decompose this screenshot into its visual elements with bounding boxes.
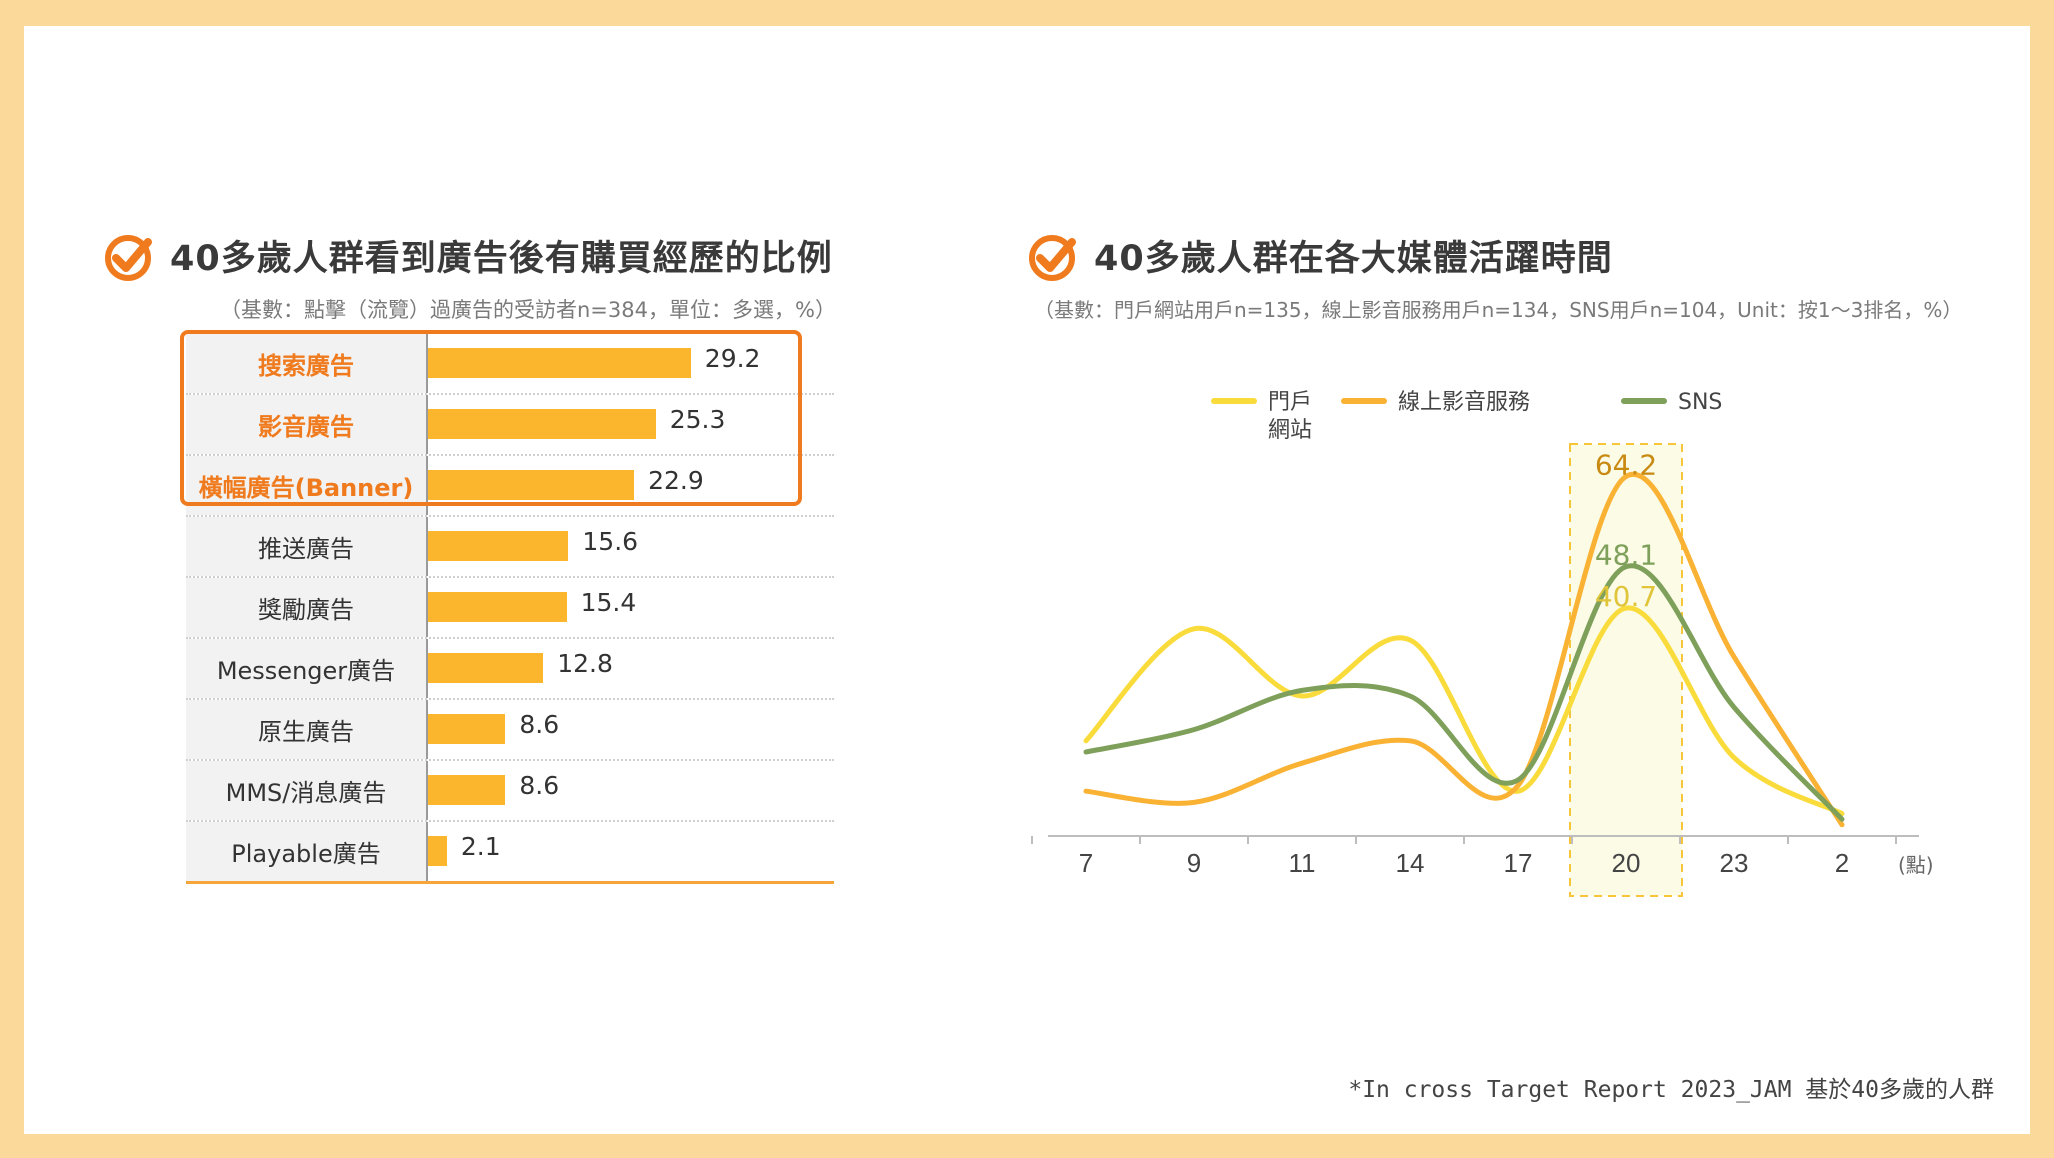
bar-row: 橫幅廣告(Banner) 22.9 [186, 456, 834, 517]
footnote: *In cross Target Report 2023_JAM 基於40多歲的… [1348, 1077, 1994, 1103]
bar-chart-title: 40多歲人群看到廣告後有購買經歷的比例 [170, 239, 833, 279]
x-tick-label: 2 [1835, 848, 1849, 878]
legend-label: 網站 [1268, 418, 1312, 443]
bar-row: Messenger廣告 12.8 [186, 639, 834, 700]
bar-value-label: 8.6 [519, 771, 560, 800]
data-label: 64.2 [1595, 448, 1657, 481]
data-label: 40.7 [1595, 580, 1657, 613]
bar-value-label: 12.8 [557, 649, 613, 678]
legend-label: SNS [1678, 390, 1722, 415]
bar-category-label: 推送廣告 [186, 517, 428, 576]
series-line-1 [1083, 605, 1845, 817]
bar-value-label: 8.6 [519, 710, 560, 739]
x-tick-label: 9 [1187, 848, 1201, 878]
legend-label: 線上影音服務 [1398, 390, 1530, 415]
bar-row: 原生廣告 8.6 [186, 700, 834, 761]
line-chart-title: 40多歲人群在各大媒體活躍時間 [1094, 239, 1613, 279]
bar-value-label: 29.2 [704, 344, 761, 373]
bar [428, 653, 544, 683]
x-tick-label: 14 [1396, 848, 1425, 878]
data-label: 48.1 [1595, 539, 1657, 572]
bar-category-label: MMS/消息廣告 [186, 761, 428, 820]
x-tick-label: 20 [1612, 848, 1641, 878]
bar-category-label: 影音廣告 [186, 395, 428, 454]
series-line-3 [1083, 563, 1845, 822]
bar [428, 348, 691, 378]
bar-value-label: 2.1 [460, 832, 501, 861]
x-tick-label: 23 [1720, 848, 1749, 878]
series-line-2 [1083, 471, 1845, 828]
line-chart-subtitle: （基數：門戶網站用戶n=135，線上影音服務用戶n=134，SNS用戶n=104… [1034, 298, 1963, 322]
bar [428, 714, 506, 744]
bar [428, 531, 569, 561]
x-unit-label: (點) [1898, 853, 1934, 877]
bar-chart-subtitle: （基數：點擊（流覽）過廣告的受訪者n=384，單位：多選，%） [220, 298, 836, 322]
bar-value-label: 15.6 [582, 527, 639, 556]
bar [428, 775, 506, 805]
bar-category-label: 獎勵廣告 [186, 578, 428, 637]
bar-category-label: 橫幅廣告(Banner) [186, 456, 428, 515]
x-tick-label: 11 [1289, 848, 1316, 878]
bar [428, 409, 656, 439]
bar-row: 搜索廣告 29.2 [186, 334, 834, 395]
bar-row: 推送廣告 15.6 [186, 517, 834, 578]
check-icon [105, 235, 152, 281]
bar [428, 470, 635, 500]
bar-row: 獎勵廣告 15.4 [186, 578, 834, 639]
bar-category-label: 原生廣告 [186, 700, 428, 759]
bar-value-label: 25.3 [669, 405, 726, 434]
bar-category-label: Messenger廣告 [186, 639, 428, 698]
line-chart: 7 9 11 14 17 20 23 2 (點) 64.2 48.1 40.7 門戶網站 線上影音服務 SN… [1031, 390, 1934, 897]
bar-row: Playable廣告 2.1 [186, 822, 834, 884]
legend-label: 門戶 [1268, 390, 1312, 415]
bar-row: MMS/消息廣告 8.6 [186, 761, 834, 822]
slide: 40多歲人群看到廣告後有購買經歷的比例 （基數：點擊（流覽）過廣告的受訪者n=3… [24, 26, 2030, 1134]
bar-value-label: 22.9 [648, 466, 704, 495]
check-icon [1029, 235, 1076, 281]
highlight-region [1569, 443, 1683, 897]
bar [428, 836, 447, 866]
bar [428, 592, 567, 622]
bar-category-label: 搜索廣告 [186, 334, 428, 393]
x-tick-label: 17 [1504, 848, 1533, 878]
bar-value-label: 15.4 [580, 588, 637, 617]
bar-row: 影音廣告 25.3 [186, 395, 834, 456]
bar-chart: 搜索廣告 29.2 影音廣告 25.3 橫幅廣告(Banner) 22.9 推送廣告 15.6… [186, 334, 834, 884]
bar-category-label: Playable廣告 [186, 822, 428, 881]
x-tick-label: 7 [1079, 848, 1093, 878]
